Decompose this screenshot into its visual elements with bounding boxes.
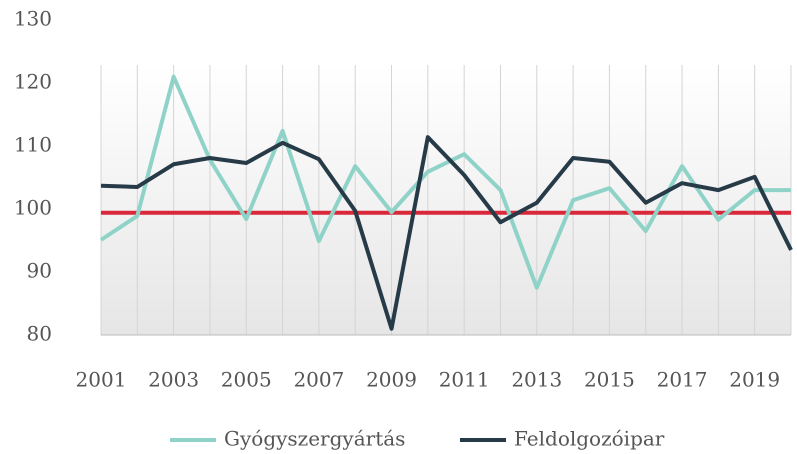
y-tick-label: 120 (14, 70, 52, 94)
series-line (99, 74, 791, 290)
x-tick-label: 2019 (729, 368, 780, 392)
legend-label: Gyógyszergyártás (224, 427, 405, 451)
y-tick-label: 100 (14, 196, 52, 220)
x-tick-label: 2011 (439, 368, 490, 392)
y-tick-label: 130 (14, 7, 52, 31)
x-tick-label: 2005 (221, 368, 272, 392)
x-tick-label: 2013 (511, 368, 562, 392)
x-tick-label: 2017 (657, 368, 708, 392)
legend-label: Feldolgozóipar (514, 427, 665, 451)
x-tick-label: 2009 (366, 368, 417, 392)
y-tick-label: 110 (14, 133, 52, 157)
y-tick-label: 90 (27, 259, 52, 283)
y-tick-label: 80 (27, 322, 52, 346)
plot-background (101, 65, 791, 335)
x-tick-label: 2003 (148, 368, 199, 392)
x-tick-label: 2015 (584, 368, 635, 392)
x-tick-label: 2001 (76, 368, 127, 392)
x-tick-label: 2007 (293, 368, 344, 392)
series-line (100, 135, 793, 331)
